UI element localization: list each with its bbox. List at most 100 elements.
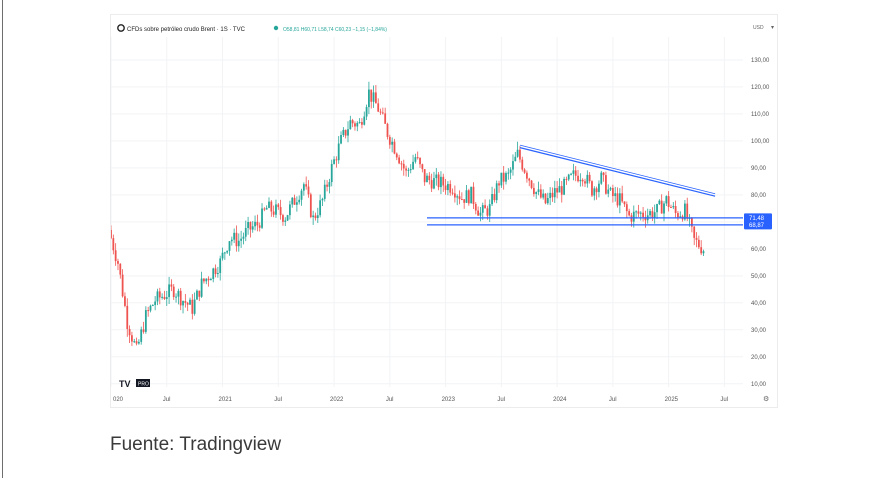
candle-body <box>656 204 658 213</box>
candle-body <box>212 268 215 280</box>
candle-body <box>263 208 266 210</box>
candle-body <box>628 211 631 216</box>
chart-grid <box>110 37 743 387</box>
y-tick-label: 90,00 <box>751 166 767 172</box>
candle-body <box>600 172 603 184</box>
candle-body <box>595 188 598 193</box>
candle-body <box>172 286 175 298</box>
candle-body <box>442 176 445 186</box>
candle-body <box>193 299 196 314</box>
candle-body <box>549 192 552 199</box>
candle-body <box>309 194 312 218</box>
candle-body <box>128 328 131 336</box>
candle-body <box>295 202 298 205</box>
candle-body <box>551 192 554 198</box>
candle-body <box>693 226 696 238</box>
x-tick-label: Jul <box>497 397 505 403</box>
candle-body <box>133 341 136 343</box>
candle-body <box>484 205 486 209</box>
candle-body <box>409 169 412 171</box>
y-tick-label: 30,00 <box>751 328 767 334</box>
x-tick-label: 2021 <box>219 397 233 403</box>
candle-body <box>184 301 187 303</box>
candle-body <box>465 190 468 203</box>
tradingview-logo: TV PRO <box>119 379 150 389</box>
candle-body <box>528 178 531 181</box>
candle-body <box>342 129 345 136</box>
candle-body <box>437 174 440 188</box>
candle-body <box>177 290 180 297</box>
candle-body <box>419 157 421 165</box>
candle-body <box>467 190 470 204</box>
candle-body <box>565 178 568 180</box>
candle-body <box>481 205 484 213</box>
candle-body <box>344 129 347 136</box>
candle-body <box>340 135 342 144</box>
candle-body <box>695 237 698 240</box>
candle-body <box>632 211 635 222</box>
candle-body <box>567 174 570 180</box>
candle-body <box>228 241 231 251</box>
candle-body <box>381 112 384 114</box>
candle-body <box>577 175 579 182</box>
candle-body <box>405 168 407 171</box>
x-tick-label: 2025 <box>665 397 679 403</box>
candle-body <box>553 188 556 198</box>
candle-body <box>265 207 268 210</box>
candle-body <box>393 141 396 154</box>
candle-body <box>512 161 514 170</box>
candle-body <box>305 184 308 187</box>
candle-body <box>479 212 482 216</box>
candle-body <box>110 229 112 239</box>
candles <box>110 81 705 347</box>
candle-body <box>414 157 417 162</box>
candle-body <box>117 261 119 264</box>
candle-body <box>509 169 512 173</box>
candle-body <box>161 296 164 298</box>
candle-body <box>653 212 656 218</box>
settings-icon[interactable]: ⚙ <box>763 395 769 403</box>
candle-body <box>379 111 382 113</box>
candle-body <box>514 156 517 162</box>
legend-ohlc: O58,81 H60,71 L58,74 C60,23 −1,15 (−1,84… <box>283 27 387 33</box>
price-chart[interactable]: CFDs sobre petróleo crudo Brent · 1S · T… <box>110 15 777 407</box>
candle-body <box>546 198 549 204</box>
candle-body <box>625 204 628 212</box>
candle-body <box>402 163 405 169</box>
candle-body <box>614 193 617 197</box>
candle-body <box>121 274 124 297</box>
candle-body <box>293 197 296 205</box>
candle-body <box>302 184 305 191</box>
candle-body <box>370 89 373 102</box>
y-tick-label: 100,00 <box>751 139 770 145</box>
candle-body <box>677 213 679 218</box>
candle-body <box>221 252 224 259</box>
candle-body <box>588 174 591 182</box>
candle-body <box>230 239 233 242</box>
candle-body <box>298 199 301 203</box>
candle-body <box>316 215 319 219</box>
candle-body <box>532 187 535 195</box>
candle-body <box>261 208 263 228</box>
x-axis: 020 Jul 2021 Jul 2022 Jul 2023 Jul 2024 Jul 2025 Ju… <box>113 397 728 403</box>
candle-body <box>500 172 503 186</box>
candle-body <box>268 201 270 208</box>
candle-body <box>179 290 182 306</box>
y-tick-label: 110,00 <box>751 112 770 118</box>
candle-body <box>690 217 693 227</box>
price-label-bg <box>744 213 772 223</box>
candle-body <box>270 201 273 212</box>
y-tick-label: 20,00 <box>751 355 767 361</box>
candle-body <box>196 290 198 300</box>
page-left-edge <box>2 0 3 478</box>
pro-badge-bg <box>136 379 150 387</box>
candle-body <box>430 180 433 189</box>
candle-body <box>605 175 607 194</box>
candle-body <box>312 215 315 218</box>
candle-body <box>289 204 291 216</box>
candle-body <box>505 173 507 182</box>
x-tick-label: Jul <box>720 397 728 403</box>
candle-body <box>660 200 663 214</box>
candle-body <box>256 221 259 226</box>
